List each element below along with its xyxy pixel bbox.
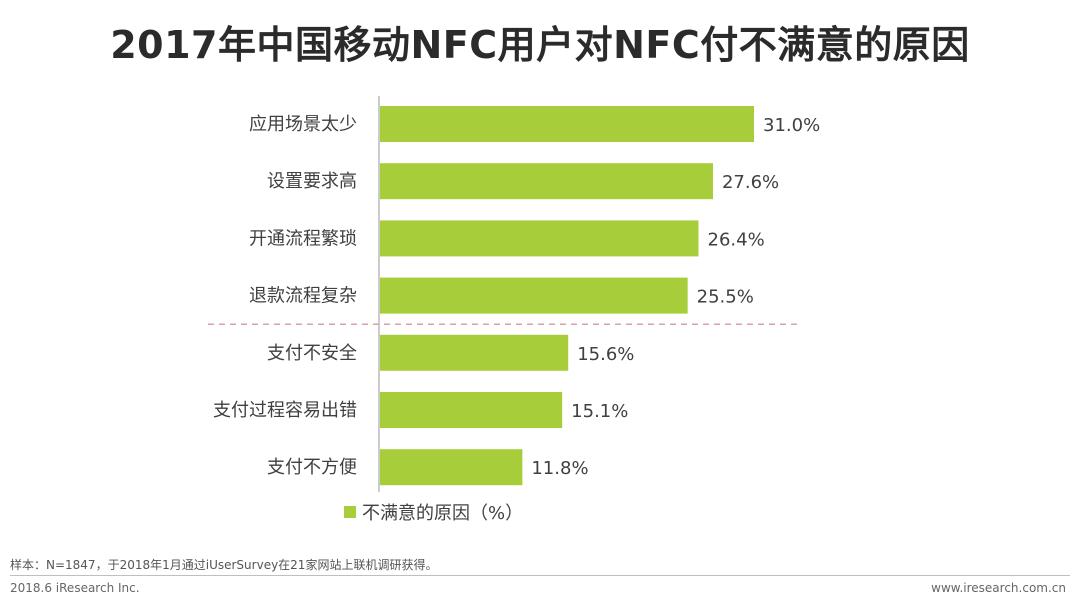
- bar: [380, 392, 563, 428]
- bar: [380, 449, 523, 486]
- data-label: 11.8%: [531, 458, 588, 479]
- chart-title: 2017年中国移动NFC用户对NFC付不满意的原因: [110, 23, 970, 67]
- category-label: 应用场景太少: [249, 114, 357, 135]
- sample-note: 样本：N=1847，于2018年1月通过iUserSurvey在21家网站上联机…: [10, 558, 438, 572]
- category-label: 支付不安全: [267, 343, 357, 364]
- footer-website: www.iresearch.com.cn: [931, 581, 1066, 595]
- data-label: 27.6%: [722, 172, 779, 193]
- bar-chart: 应用场景太少 31.0% 设置要求高 27.6% 开通流程繁琐 26.4% 退款流程复杂 25…: [208, 96, 820, 492]
- data-label: 25.5%: [697, 287, 754, 308]
- bar: [380, 334, 569, 371]
- category-label: 支付过程容易出错: [213, 400, 357, 421]
- footer-divider: [10, 575, 1070, 576]
- category-label: 设置要求高: [267, 171, 357, 192]
- data-label: 26.4%: [708, 229, 765, 250]
- bar: [380, 220, 699, 257]
- data-label: 31.0%: [763, 115, 820, 136]
- category-label: 开通流程繁琐: [249, 228, 357, 249]
- data-label: 15.6%: [577, 344, 634, 365]
- legend-label: 不满意的原因（%）: [362, 503, 524, 524]
- footer-copyright: 2018.6 iResearch Inc.: [10, 581, 140, 595]
- data-label: 15.1%: [571, 401, 628, 422]
- category-label: 退款流程复杂: [249, 286, 357, 307]
- category-label: 支付不方便: [267, 457, 357, 478]
- bar: [380, 106, 754, 142]
- bar: [380, 163, 713, 200]
- legend-swatch: [344, 506, 356, 518]
- legend: 不满意的原因（%）: [344, 499, 523, 525]
- bar: [380, 277, 688, 314]
